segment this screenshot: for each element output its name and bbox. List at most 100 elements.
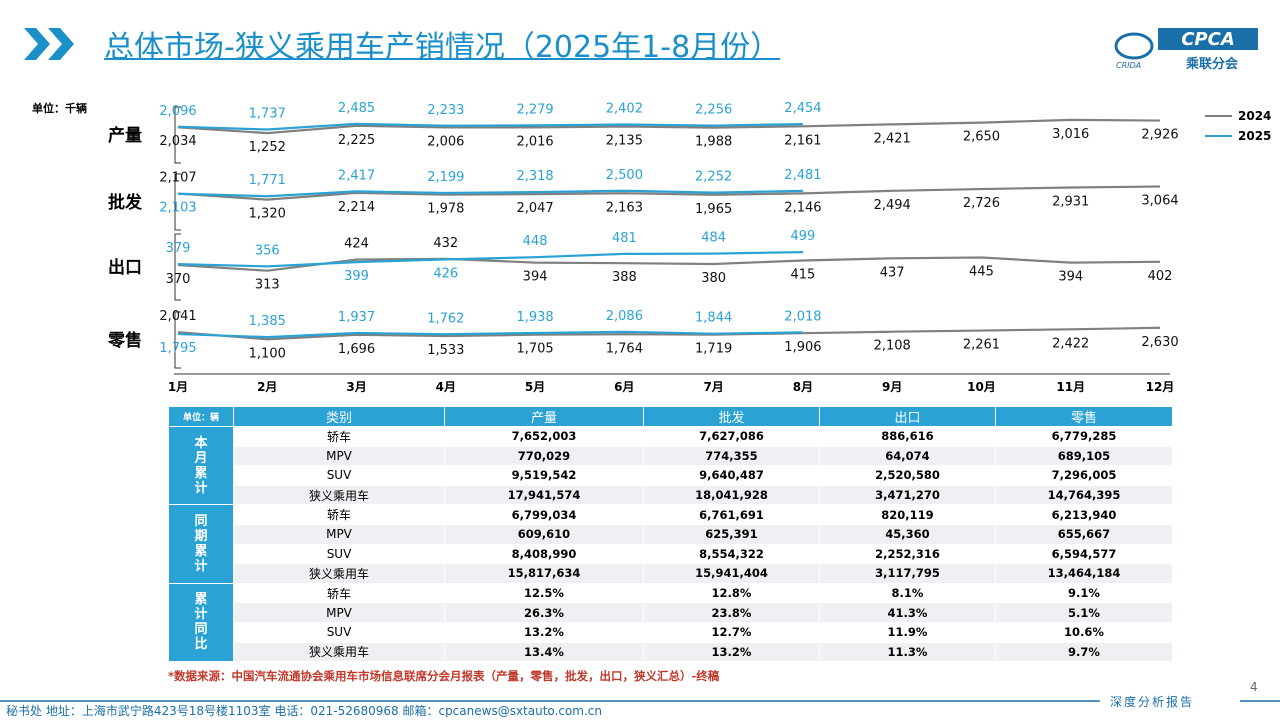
value-cell: 9,640,487 [643,465,820,486]
value-cell: 7,296,005 [995,465,1173,486]
data-label: 2,086 [606,309,643,324]
x-tick-label: 7月 [703,380,723,394]
group-label: 同期累计 [194,514,208,575]
data-label: 1,988 [695,135,732,150]
data-label: 2,108 [874,339,911,354]
axis-bracket [174,173,181,231]
category-cell: MPV [233,523,445,545]
data-label: 2,034 [159,134,196,149]
table-row: MPV 26.3% 23.8% 41.3% 5.1% [169,602,1173,623]
logo-small: CRIDA [1116,61,1141,70]
data-label: 1,795 [159,341,196,356]
data-label: 313 [255,278,280,293]
series-line [177,122,803,131]
series-line [177,326,1161,341]
data-label: 370 [166,272,191,287]
legend-label: 2024 [1238,109,1271,123]
x-tick-label: 6月 [614,380,634,394]
data-label: 394 [523,270,548,285]
logo-text: CPCA [1181,29,1235,50]
data-label: 379 [166,241,191,256]
value-cell: 625,391 [643,523,820,545]
value-cell: 8,554,322 [643,543,820,565]
value-cell: 6,213,940 [995,504,1173,525]
value-cell: 11.9% [819,621,996,643]
group-cell: 累计同比 [168,582,234,663]
data-label: 499 [790,229,815,244]
data-label: 3,064 [1141,194,1178,209]
x-tick-label: 8月 [793,380,813,394]
series-line [177,251,803,268]
category-cell: 狭义乘用车 [233,641,445,663]
value-cell: 3,117,795 [819,563,996,584]
data-label: 2,256 [695,103,732,118]
value-cell: 17,941,574 [444,484,644,506]
data-label: 1,937 [338,310,375,325]
category-cell: 轿车 [233,582,445,604]
data-label: 484 [701,231,726,246]
data-label: 1,533 [427,343,464,358]
header-cell: 批发 [643,406,820,427]
data-label: 1,252 [249,140,286,155]
table-row: SUV 8,408,990 8,554,322 2,252,316 6,594,577 [169,543,1173,565]
data-label: 2,454 [784,101,821,116]
table-row: 同期累计 轿车 6,799,034 6,761,691 820,119 6,213,940 [168,504,1173,584]
axis-bracket [174,311,181,369]
value-cell: 8.1% [819,582,996,604]
x-tick-label: 10月 [967,380,996,394]
chart: 2024 2025 产量 2,034 1,252 2,225 2,006 2,016 2,135… [107,101,1271,394]
data-label: 2,261 [963,338,1000,353]
x-tick-label: 4月 [436,380,456,394]
footer-address: 秘书处 地址：上海市武宁路423号18号楼1103室 电话：021-526809… [6,704,603,718]
header-cell: 产量 [444,406,644,427]
x-tick-label: 9月 [882,380,902,394]
data-table: 单位：辆 类别 产量 批发 出口 零售 本月累计 轿车 7,652,003 7,627,086 88… [168,406,1173,663]
data-label: 1,762 [427,311,464,326]
header-cell: 单位：辆 [168,406,234,427]
table-row: 狭义乘用车 13.4% 13.2% 11.3% 9.7% [169,641,1173,663]
logo-sub: 乘联分会 [1185,56,1239,70]
data-label: 2,161 [784,133,821,148]
value-cell: 9.1% [995,582,1173,604]
data-label: 2,279 [516,102,553,117]
data-label: 1,705 [516,342,553,357]
data-label: 1,696 [338,342,375,357]
data-label: 402 [1148,269,1173,284]
table-row: SUV 13.2% 12.7% 11.9% 10.6% [169,621,1173,643]
data-label: 1,385 [249,314,286,329]
report-label: 深度分析报告 [1110,695,1195,709]
value-cell: 12.7% [643,621,820,643]
x-tick-label: 1月 [168,380,188,394]
data-label: 356 [255,243,280,258]
value-cell: 15,941,404 [643,563,820,584]
header-cell: 类别 [233,406,445,427]
data-label: 445 [969,265,994,280]
row-label: 零售 [107,330,142,351]
data-label: 2,146 [784,200,821,215]
data-label: 2,199 [427,170,464,185]
group-cell: 同期累计 [168,504,234,584]
value-cell: 13.2% [643,641,820,663]
x-tick-label: 11月 [1056,380,1085,394]
unit-note: 单位：千辆 [32,102,87,115]
value-cell: 12.5% [444,582,644,604]
value-cell: 14,764,395 [995,484,1173,506]
group-label: 本月累计 [194,435,208,496]
row-label: 出口 [108,257,142,278]
x-tick-label: 3月 [346,380,366,394]
table-row: 狭义乘用车 15,817,634 15,941,404 3,117,795 13,464… [169,563,1173,584]
x-tick-label: 5月 [525,380,545,394]
value-cell: 26.3% [444,602,644,623]
data-label: 2,421 [874,131,911,146]
data-label: 424 [344,237,369,252]
data-label: 1,844 [695,311,732,326]
data-label: 388 [612,270,637,285]
value-cell: 5.1% [995,602,1173,623]
category-cell: 轿车 [233,426,445,447]
value-cell: 7,627,086 [643,426,820,447]
value-cell: 689,105 [995,445,1173,467]
value-cell: 41.3% [819,602,996,623]
data-label: 2,233 [427,103,464,118]
data-label: 2,135 [606,133,643,148]
